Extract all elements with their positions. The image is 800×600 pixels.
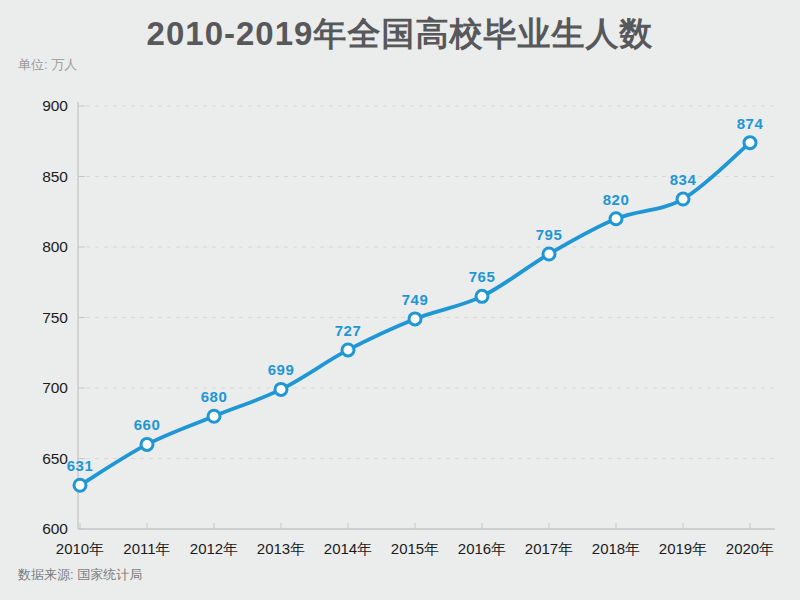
x-tick-label: 2014年 [324, 540, 372, 557]
data-point-marker [677, 193, 689, 205]
y-tick-label: 800 [42, 238, 68, 255]
data-point-marker [208, 410, 220, 422]
x-tick-label: 2012年 [190, 540, 238, 557]
data-point-label: 727 [335, 322, 362, 339]
graduates-line-chart-page: 600 650 700 750 800 850 900 2010年 2011年 2012年 2013… [0, 0, 800, 600]
chart-title: 2010-2019年全国高校毕业生人数 [0, 12, 800, 57]
data-point-label: 874 [737, 115, 764, 132]
x-tick-label: 2011年 [123, 540, 170, 557]
data-point-marker [476, 290, 488, 302]
data-point-marker [74, 479, 86, 491]
data-point-label: 631 [67, 457, 94, 474]
data-point-marker [610, 213, 622, 225]
data-point-marker [275, 383, 287, 395]
x-tick-label: 2010年 [56, 540, 104, 557]
x-tick-label: 2013年 [257, 540, 305, 557]
y-tick-label: 850 [42, 168, 68, 185]
data-point-label: 795 [536, 226, 563, 243]
y-tick-label: 750 [42, 309, 68, 326]
line-chart: 600 650 700 750 800 850 900 2010年 2011年 2012年 2013… [0, 0, 800, 600]
data-point-label: 834 [670, 171, 697, 188]
data-point-label: 680 [201, 388, 228, 405]
x-tick-label: 2016年 [458, 540, 506, 557]
data-point-marker [141, 438, 153, 450]
x-tick-label: 2017年 [525, 540, 573, 557]
data-point-label: 820 [603, 191, 630, 208]
data-point-marker [342, 344, 354, 356]
data-source-label: 数据来源: 国家统计局 [18, 566, 142, 584]
unit-label: 单位: 万人 [18, 56, 77, 74]
y-tick-label: 900 [42, 97, 68, 114]
x-tick-label: 2015年 [391, 540, 439, 557]
y-tick-label: 600 [42, 520, 68, 537]
data-point-label: 699 [268, 361, 295, 378]
data-point-label: 765 [469, 268, 496, 285]
y-tick-label: 650 [42, 450, 68, 467]
x-tick-label: 2019年 [659, 540, 707, 557]
x-tick-label: 2018年 [592, 540, 640, 557]
data-point-marker [543, 248, 555, 260]
data-point-label: 749 [402, 291, 429, 308]
x-tick-label: 2020年 [726, 540, 774, 557]
data-point-marker [744, 137, 756, 149]
data-point-label: 660 [134, 416, 161, 433]
y-tick-label: 700 [42, 379, 68, 396]
data-point-marker [409, 313, 421, 325]
